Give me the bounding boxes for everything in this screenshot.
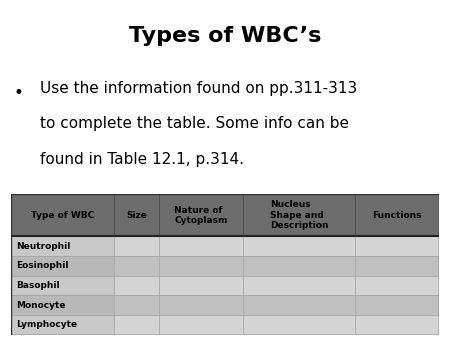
Text: to complete the table. Some info can be: to complete the table. Some info can be xyxy=(40,116,350,131)
Bar xyxy=(11,315,114,335)
Bar xyxy=(355,194,439,237)
Bar xyxy=(11,276,114,295)
Bar xyxy=(243,276,355,295)
Text: Type of WBC: Type of WBC xyxy=(31,211,94,220)
Bar xyxy=(114,276,159,295)
Bar xyxy=(355,315,439,335)
Bar xyxy=(159,256,243,276)
Text: Nucleus
Shape and
Description: Nucleus Shape and Description xyxy=(270,200,328,230)
Bar xyxy=(159,194,243,237)
Bar xyxy=(159,295,243,315)
Text: Functions: Functions xyxy=(372,211,422,220)
Bar xyxy=(243,295,355,315)
Bar xyxy=(11,295,114,315)
Text: Lymphocyte: Lymphocyte xyxy=(16,320,77,329)
Bar xyxy=(243,237,355,256)
Bar xyxy=(159,237,243,256)
Text: Nature of
Cytoplasm: Nature of Cytoplasm xyxy=(175,206,228,225)
Bar xyxy=(243,194,355,237)
Bar xyxy=(159,276,243,295)
Bar xyxy=(114,295,159,315)
Bar xyxy=(355,256,439,276)
Bar xyxy=(355,295,439,315)
Bar xyxy=(11,237,114,256)
Bar xyxy=(114,237,159,256)
Bar xyxy=(114,256,159,276)
Bar xyxy=(355,276,439,295)
Bar xyxy=(11,256,114,276)
Bar xyxy=(243,256,355,276)
Text: Monocyte: Monocyte xyxy=(16,301,66,310)
Bar xyxy=(159,315,243,335)
Bar xyxy=(114,315,159,335)
Text: Neutrophil: Neutrophil xyxy=(16,242,71,251)
Text: Size: Size xyxy=(126,211,147,220)
Text: •: • xyxy=(14,84,23,102)
Text: Types of WBC’s: Types of WBC’s xyxy=(129,26,321,46)
Text: Use the information found on pp.311-313: Use the information found on pp.311-313 xyxy=(40,80,358,96)
Text: found in Table 12.1, p.314.: found in Table 12.1, p.314. xyxy=(40,152,244,167)
Bar xyxy=(355,237,439,256)
Bar xyxy=(11,194,114,237)
Text: Basophil: Basophil xyxy=(16,281,60,290)
Text: Eosinophil: Eosinophil xyxy=(16,261,69,270)
Bar xyxy=(114,194,159,237)
Bar xyxy=(243,315,355,335)
